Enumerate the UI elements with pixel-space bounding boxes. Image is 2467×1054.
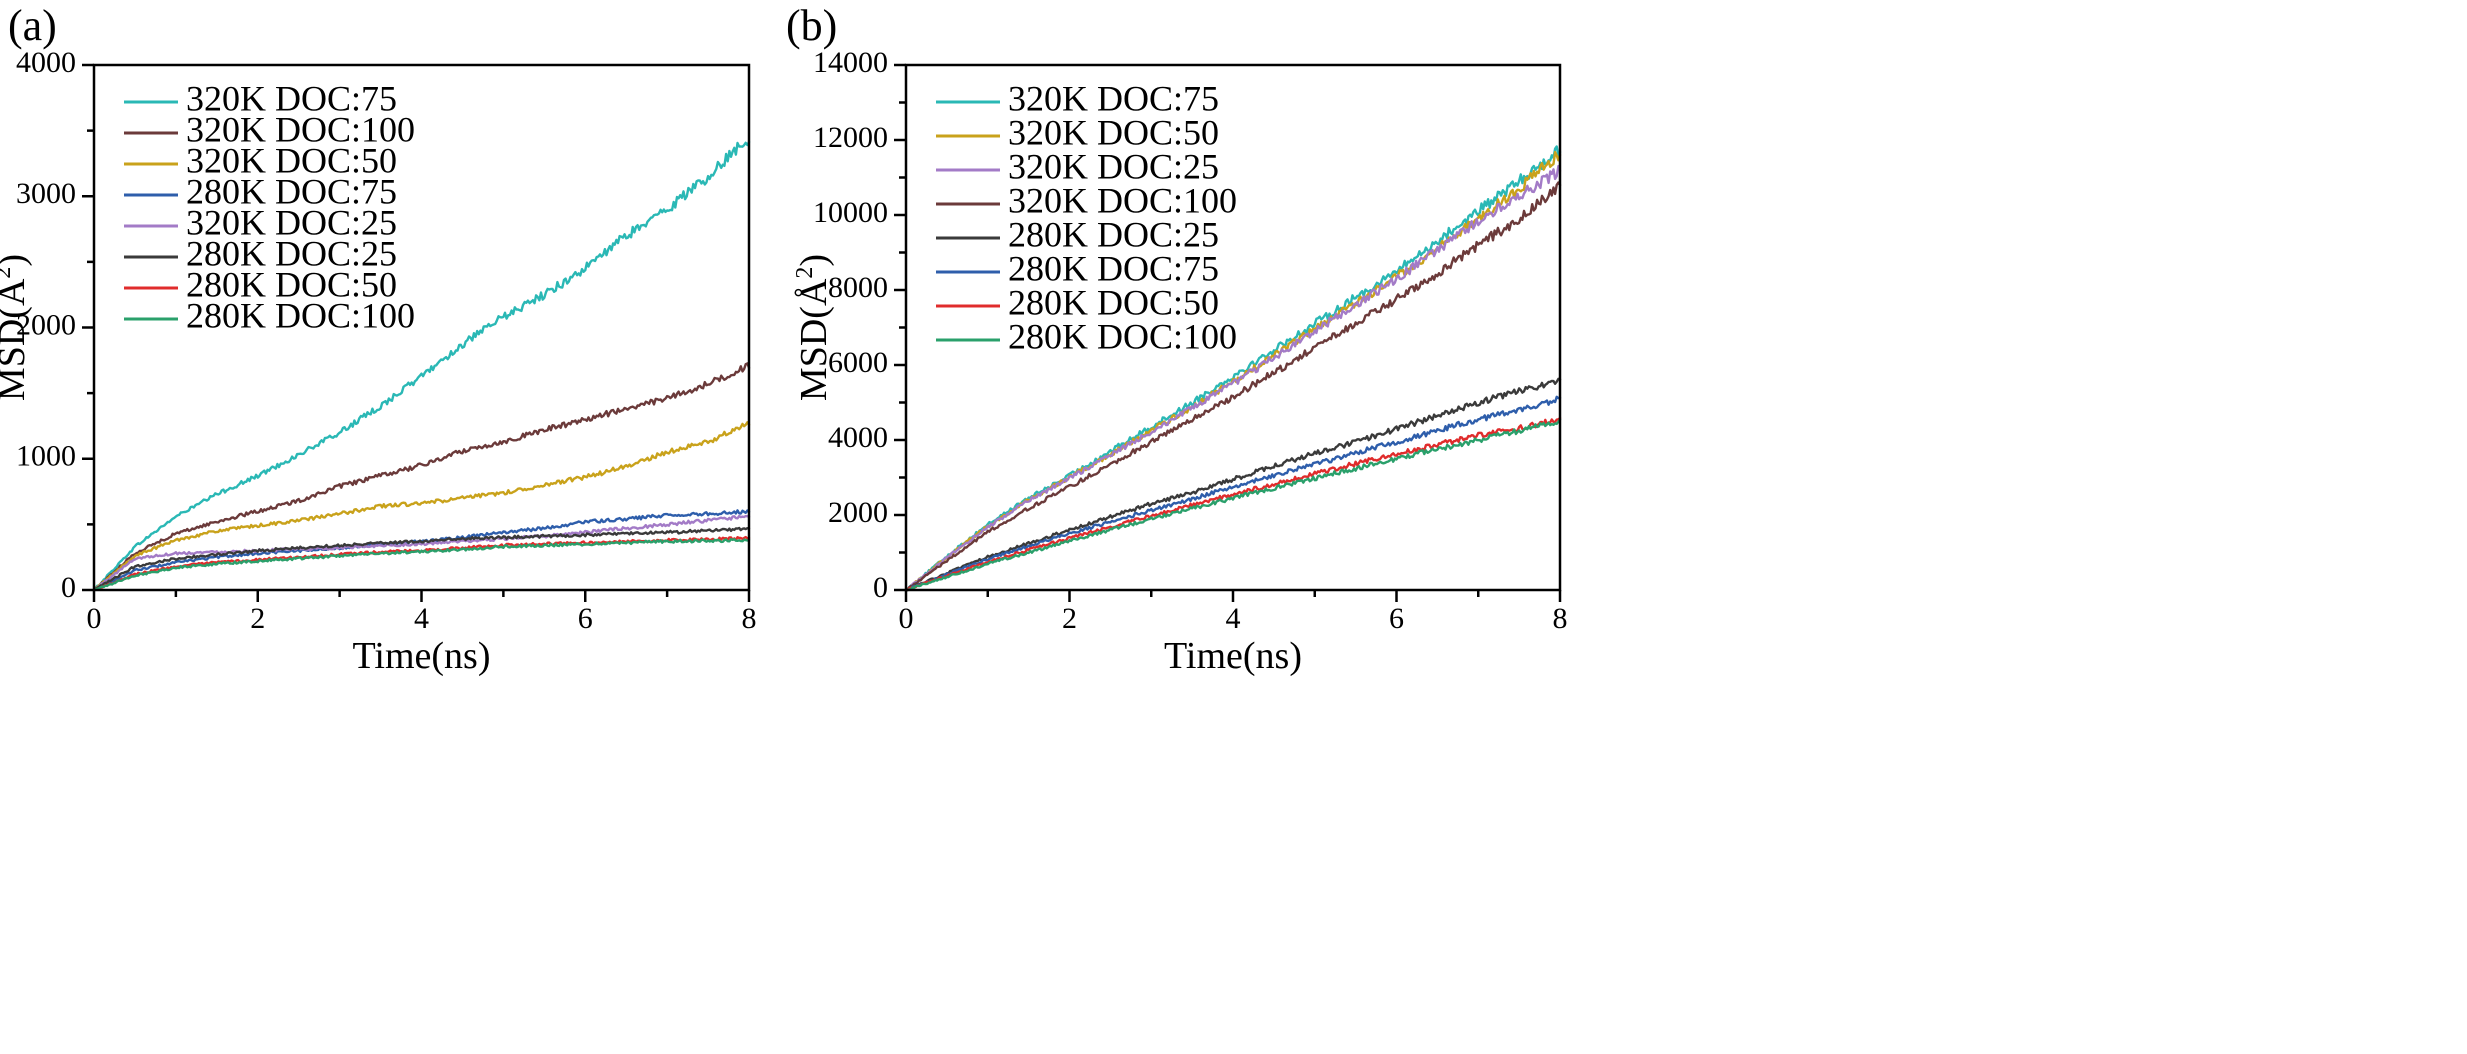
y-tick-label: 2000 (16, 308, 76, 341)
series-line-280k-doc-25 (904, 377, 1562, 592)
chart-panel-b: (b) 0 2 4 6 8 0 2000 4000 6000 8000 10000 12000 14000… (786, 1, 1568, 677)
legend-label: 320K DOC:75 (186, 78, 397, 118)
series-group (904, 145, 1562, 592)
legend-label: 320K DOC:50 (186, 140, 397, 180)
legend-label: 320K DOC:50 (1008, 112, 1219, 152)
chart-panel-a: (a) 0 2 4 6 8 0 1000 2000 3000 4000 Time(ns) MSD(Å2)… (0, 1, 757, 677)
legend-label: 320K DOC:100 (1008, 180, 1237, 220)
series-line-280k-doc-75 (904, 395, 1562, 592)
panel-label: (b) (786, 1, 837, 50)
legend-label: 280K DOC:100 (1008, 316, 1237, 356)
y-tick-label: 0 (61, 571, 76, 604)
legend-label: 280K DOC:25 (186, 233, 397, 273)
x-axis-label: Time(ns) (1164, 635, 1302, 677)
x-tick-label: 8 (1553, 602, 1568, 635)
series-line-280k-doc-25 (92, 526, 751, 592)
legend-label: 320K DOC:25 (186, 202, 397, 242)
x-tick-label: 0 (899, 602, 914, 635)
y-tick-label: 1000 (16, 440, 76, 473)
x-tick-label: 6 (1389, 602, 1404, 635)
series-group (92, 140, 751, 592)
y-tick-label: 8000 (828, 271, 888, 304)
series-line-320k-doc-50 (92, 421, 751, 592)
series-line-280k-doc-100 (92, 538, 751, 592)
x-tick-label: 2 (1062, 602, 1077, 635)
series-line-280k-doc-50 (904, 416, 1562, 592)
series-line-320k-doc-25 (92, 514, 751, 592)
x-tick-label: 4 (414, 602, 429, 635)
y-tick-label: 14000 (813, 46, 888, 79)
legend-label: 280K DOC:50 (186, 264, 397, 304)
y-tick-label: 4000 (828, 421, 888, 454)
legend-label: 280K DOC:25 (1008, 214, 1219, 254)
series-line-320k-doc-75 (92, 140, 751, 592)
y-tick-label: 6000 (828, 346, 888, 379)
panel-label: (a) (8, 1, 57, 50)
x-tick-label: 8 (742, 602, 757, 635)
legend-label: 280K DOC:75 (1008, 248, 1219, 288)
legend-label: 280K DOC:75 (186, 171, 397, 211)
y-tick-label: 4000 (16, 46, 76, 79)
legend-label: 280K DOC:50 (1008, 282, 1219, 322)
y-tick-label: 10000 (813, 196, 888, 229)
legend-label: 320K DOC:75 (1008, 78, 1219, 118)
legend-label: 320K DOC:25 (1008, 146, 1219, 186)
x-tick-label: 2 (250, 602, 265, 635)
series-line-320k-doc-25 (904, 164, 1562, 592)
series-line-320k-doc-100 (92, 362, 751, 592)
y-tick-label: 2000 (828, 496, 888, 529)
y-axis-label: MSD(Å2) (792, 254, 835, 401)
legend-label: 280K DOC:100 (186, 295, 415, 335)
y-axis-label: MSD(Å2) (0, 254, 33, 401)
series-line-320k-doc-100 (904, 181, 1562, 592)
x-tick-label: 4 (1226, 602, 1241, 635)
series-line-280k-doc-100 (904, 418, 1562, 592)
x-tick-label: 0 (87, 602, 102, 635)
x-axis-label: Time(ns) (353, 635, 491, 677)
y-tick-label: 3000 (16, 177, 76, 210)
legend-label: 320K DOC:100 (186, 109, 415, 149)
y-tick-label: 0 (873, 571, 888, 604)
y-tick-label: 12000 (813, 121, 888, 154)
x-tick-label: 6 (578, 602, 593, 635)
